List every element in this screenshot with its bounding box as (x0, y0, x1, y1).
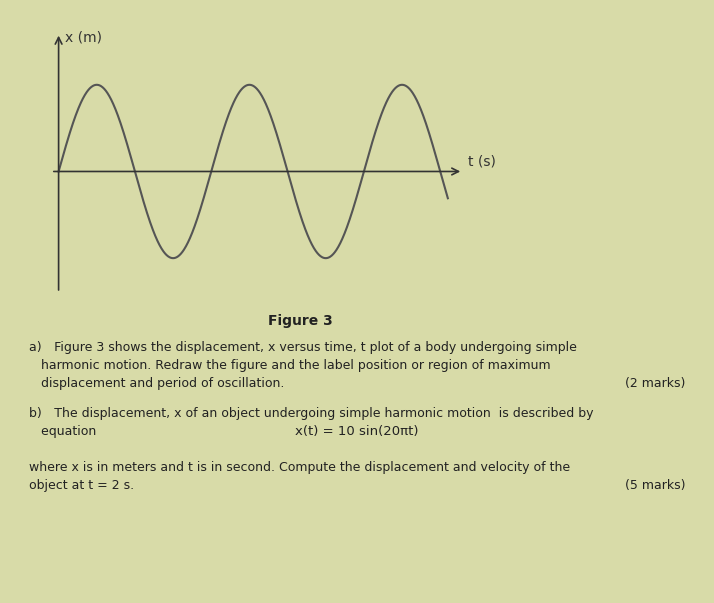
Text: displacement and period of oscillation.: displacement and period of oscillation. (29, 377, 284, 390)
Text: harmonic motion. Redraw the figure and the label position or region of maximum: harmonic motion. Redraw the figure and t… (29, 359, 550, 372)
Text: t (s): t (s) (468, 155, 496, 169)
Text: (5 marks): (5 marks) (625, 479, 685, 493)
Text: x (m): x (m) (65, 30, 101, 44)
Text: x(t) = 10 sin(20πt): x(t) = 10 sin(20πt) (296, 425, 418, 438)
Text: b) The displacement, x of an object undergoing simple harmonic motion  is descri: b) The displacement, x of an object unde… (29, 407, 593, 420)
Text: Figure 3: Figure 3 (268, 314, 332, 327)
Text: a) Figure 3 shows the displacement, x versus time, t plot of a body undergoing s: a) Figure 3 shows the displacement, x ve… (29, 341, 576, 354)
Text: where x is in meters and t is in second. Compute the displacement and velocity o: where x is in meters and t is in second.… (29, 461, 570, 475)
Text: equation: equation (29, 425, 96, 438)
Text: object at t = 2 s.: object at t = 2 s. (29, 479, 134, 493)
Text: (2 marks): (2 marks) (625, 377, 685, 390)
